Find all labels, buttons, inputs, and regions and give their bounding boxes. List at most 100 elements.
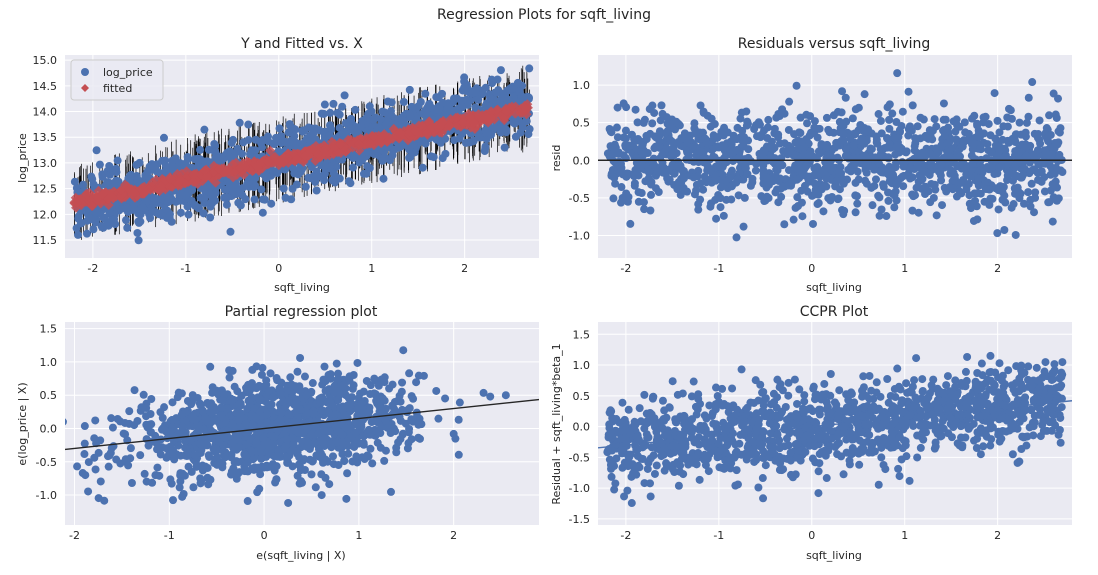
data-point — [151, 471, 160, 480]
data-point — [851, 191, 860, 200]
data-point — [985, 185, 994, 194]
x-tick-label: 0 — [275, 262, 282, 275]
data-point — [434, 414, 443, 423]
fitted-point — [165, 173, 176, 184]
data-point — [702, 138, 711, 147]
data-point — [727, 195, 736, 204]
data-point — [683, 137, 692, 146]
data-point — [670, 169, 679, 178]
data-point — [802, 110, 811, 119]
data-point — [1030, 208, 1039, 217]
data-point — [248, 365, 257, 374]
data-point — [82, 229, 91, 238]
data-point — [329, 168, 338, 177]
fitted-point — [368, 131, 379, 142]
data-point — [821, 158, 830, 167]
data-point — [184, 210, 193, 219]
data-point — [916, 134, 925, 143]
data-point — [976, 145, 985, 154]
data-point — [376, 145, 385, 154]
x-tick-label: -1 — [713, 262, 724, 275]
data-point — [648, 119, 657, 128]
data-point — [244, 120, 253, 129]
data-point — [394, 143, 403, 152]
data-point — [617, 183, 626, 192]
data-point — [1024, 93, 1033, 102]
data-point — [210, 196, 219, 205]
data-point — [876, 116, 885, 125]
data-point — [284, 498, 293, 507]
fitted-point — [486, 106, 497, 117]
data-point — [642, 135, 651, 144]
y-tick-label: 12.0 — [33, 208, 58, 221]
panel-partial-regression: -2 -1 0 1 2-1.0-0.50.00.51.01.5 Partial regr… — [16, 304, 539, 562]
data-point — [609, 194, 618, 203]
data-point — [200, 125, 209, 134]
data-point — [929, 193, 938, 202]
y-tick-label: -0.5 — [569, 192, 590, 205]
data-point — [767, 137, 776, 146]
data-point — [748, 174, 757, 183]
data-point — [1046, 130, 1055, 139]
data-point — [233, 387, 242, 396]
data-point — [839, 179, 848, 188]
data-point — [784, 125, 793, 134]
data-point — [768, 177, 777, 186]
data-point — [904, 131, 913, 140]
data-point — [728, 181, 737, 190]
x-tick-label: -2 — [620, 262, 631, 275]
data-point — [196, 145, 205, 154]
data-point — [839, 210, 848, 219]
data-point — [108, 423, 117, 432]
data-point — [163, 198, 172, 207]
data-point — [258, 363, 267, 372]
data-point — [344, 449, 353, 458]
data-point — [89, 215, 98, 224]
data-point — [712, 214, 721, 223]
data-point — [436, 138, 445, 147]
data-point — [1042, 124, 1051, 133]
data-point — [904, 87, 913, 96]
data-point — [259, 195, 268, 204]
data-point — [844, 165, 853, 174]
data-point — [1026, 195, 1035, 204]
data-point — [885, 140, 894, 149]
y-tick-label: 1.5 — [40, 323, 58, 336]
data-point — [90, 453, 99, 462]
data-point — [191, 409, 200, 418]
fitted-point — [375, 133, 386, 144]
data-point — [884, 196, 893, 205]
data-point — [1044, 137, 1053, 146]
data-point — [957, 142, 966, 151]
data-point — [386, 487, 395, 496]
data-point — [640, 115, 649, 124]
data-point — [874, 110, 883, 119]
data-point — [949, 168, 958, 177]
data-point — [381, 121, 390, 130]
data-point — [517, 91, 526, 100]
data-point — [72, 184, 81, 193]
data-point — [679, 184, 688, 193]
fitted-point — [365, 138, 376, 149]
data-point — [886, 173, 895, 182]
data-marks — [598, 69, 1072, 242]
data-point — [938, 201, 947, 210]
data-point — [627, 130, 636, 139]
data-point — [1054, 127, 1063, 136]
data-point — [814, 199, 823, 208]
data-point — [492, 88, 501, 97]
fitted-point — [291, 153, 302, 164]
data-point — [80, 439, 89, 448]
data-point — [73, 230, 82, 239]
data-point — [828, 163, 837, 172]
data-point — [879, 182, 888, 191]
data-point — [809, 219, 818, 228]
y-tick-label: 12.5 — [33, 183, 58, 196]
data-point — [841, 93, 850, 102]
data-point — [136, 217, 145, 226]
data-point — [816, 149, 825, 158]
x-tick-label: 1 — [355, 529, 362, 542]
data-point — [389, 424, 398, 433]
data-point — [193, 154, 202, 163]
data-point — [967, 204, 976, 213]
